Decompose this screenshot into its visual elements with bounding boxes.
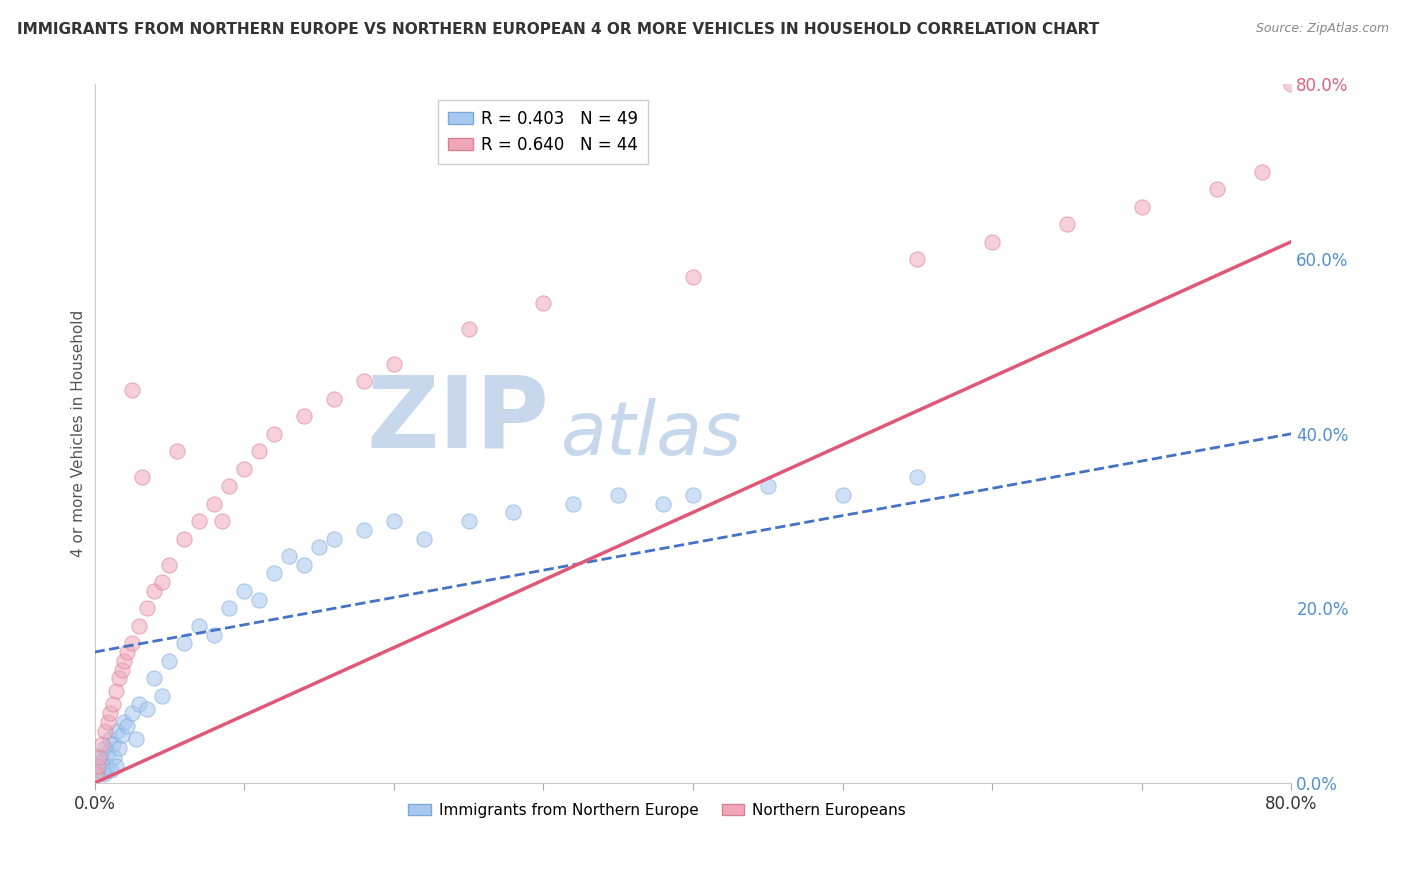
Point: [323, 392, 346, 406]
Point: [97, 714, 120, 729]
Point: [143, 671, 166, 685]
Point: [110, 663, 132, 677]
Point: [84, 767, 107, 781]
Point: [166, 444, 188, 458]
Point: [94, 741, 117, 756]
Point: [150, 689, 173, 703]
Point: [103, 749, 125, 764]
Point: [107, 741, 129, 756]
Point: [157, 654, 180, 668]
Point: [981, 235, 1004, 249]
Point: [101, 737, 124, 751]
Point: [173, 636, 195, 650]
Point: [907, 470, 929, 484]
Point: [90, 749, 112, 764]
Point: [202, 627, 225, 641]
Point: [353, 375, 375, 389]
Point: [86, 758, 108, 772]
Point: [100, 763, 122, 777]
Point: [323, 532, 346, 546]
Point: [91, 754, 114, 768]
Point: [382, 514, 405, 528]
Point: [94, 723, 117, 738]
Point: [114, 714, 136, 729]
Point: [292, 558, 315, 572]
Point: [353, 523, 375, 537]
Point: [91, 737, 114, 751]
Point: [117, 645, 139, 659]
Text: IMMIGRANTS FROM NORTHERN EUROPE VS NORTHERN EUROPEAN 4 OR MORE VEHICLES IN HOUSE: IMMIGRANTS FROM NORTHERN EUROPE VS NORTH…: [17, 22, 1099, 37]
Point: [233, 583, 256, 598]
Point: [128, 619, 150, 633]
Point: [98, 732, 121, 747]
Point: [607, 488, 630, 502]
Point: [1250, 165, 1272, 179]
Point: [652, 497, 675, 511]
Point: [233, 461, 256, 475]
Point: [105, 723, 128, 738]
Point: [96, 758, 118, 772]
Point: [202, 497, 225, 511]
Point: [101, 698, 124, 712]
Point: [263, 566, 285, 581]
Point: [188, 619, 211, 633]
Point: [1281, 78, 1303, 92]
Point: [457, 322, 479, 336]
Point: [263, 426, 285, 441]
Y-axis label: 4 or more Vehicles in Household: 4 or more Vehicles in Household: [72, 310, 86, 558]
Point: [93, 767, 115, 781]
Point: [682, 269, 704, 284]
Point: [756, 479, 779, 493]
Point: [87, 763, 110, 777]
Point: [1205, 182, 1227, 196]
Point: [907, 252, 929, 266]
Text: atlas: atlas: [561, 398, 742, 470]
Text: ZIP: ZIP: [367, 371, 550, 468]
Point: [382, 357, 405, 371]
Point: [211, 514, 233, 528]
Point: [121, 706, 143, 721]
Point: [114, 654, 136, 668]
Point: [117, 719, 139, 733]
Point: [562, 497, 585, 511]
Point: [502, 505, 524, 519]
Point: [107, 671, 129, 685]
Point: [86, 758, 108, 772]
Point: [1056, 217, 1078, 231]
Point: [131, 470, 153, 484]
Point: [218, 479, 240, 493]
Point: [97, 746, 120, 760]
Point: [278, 549, 301, 563]
Point: [104, 684, 127, 698]
Point: [247, 592, 270, 607]
Point: [292, 409, 315, 424]
Point: [157, 558, 180, 572]
Text: Source: ZipAtlas.com: Source: ZipAtlas.com: [1256, 22, 1389, 36]
Point: [128, 698, 150, 712]
Point: [247, 444, 270, 458]
Point: [188, 514, 211, 528]
Point: [150, 575, 173, 590]
Point: [121, 383, 143, 397]
Point: [87, 749, 110, 764]
Point: [121, 636, 143, 650]
Point: [136, 601, 159, 615]
Point: [218, 601, 240, 615]
Legend: Immigrants from Northern Europe, Northern Europeans: Immigrants from Northern Europe, Norther…: [402, 797, 912, 824]
Point: [457, 514, 479, 528]
Point: [143, 583, 166, 598]
Point: [110, 728, 132, 742]
Point: [682, 488, 704, 502]
Point: [831, 488, 853, 502]
Point: [308, 541, 330, 555]
Point: [531, 295, 554, 310]
Point: [125, 732, 148, 747]
Point: [1130, 200, 1153, 214]
Point: [412, 532, 434, 546]
Point: [98, 706, 121, 721]
Point: [136, 702, 159, 716]
Point: [173, 532, 195, 546]
Point: [104, 758, 127, 772]
Point: [84, 767, 107, 781]
